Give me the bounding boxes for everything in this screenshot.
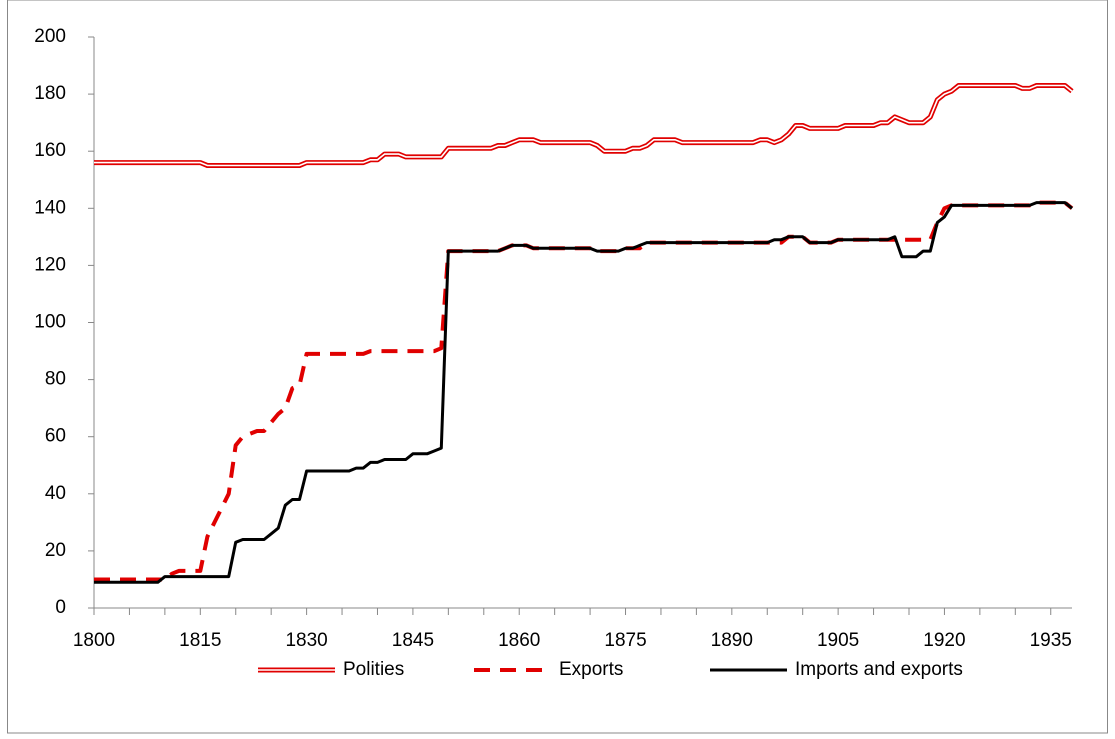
legend-label: Exports (559, 659, 623, 680)
x-tick-label: 1905 (817, 630, 859, 651)
x-tick-label: 1890 (711, 630, 753, 651)
y-tick-label: 80 (45, 369, 66, 390)
x-tick-label: 1845 (392, 630, 434, 651)
y-tick-label: 20 (45, 540, 66, 561)
y-tick-label: 40 (45, 483, 66, 504)
y-tick-label: 140 (34, 197, 66, 218)
y-tick-label: 100 (34, 312, 66, 333)
x-tick-label: 1920 (923, 630, 965, 651)
legend-label: Polities (343, 659, 404, 680)
y-tick-label: 160 (34, 140, 66, 161)
x-tick-label: 1830 (285, 630, 327, 651)
series-line-inner (94, 84, 1073, 167)
x-tick-label: 1860 (498, 630, 540, 651)
y-tick-label: 60 (45, 426, 66, 447)
y-tick-label: 0 (55, 597, 66, 618)
x-tick-label: 1815 (179, 630, 221, 651)
series-line (94, 201, 1073, 584)
x-tick-label: 1875 (604, 630, 646, 651)
x-tick-label: 1935 (1030, 630, 1072, 651)
x-tick-label: 1800 (73, 630, 115, 651)
y-tick-label: 200 (34, 26, 66, 47)
chart-frame (7, 0, 1108, 734)
legend-label: Imports and exports (795, 659, 963, 680)
y-tick-label: 120 (34, 254, 66, 275)
y-tick-label: 180 (34, 83, 66, 104)
